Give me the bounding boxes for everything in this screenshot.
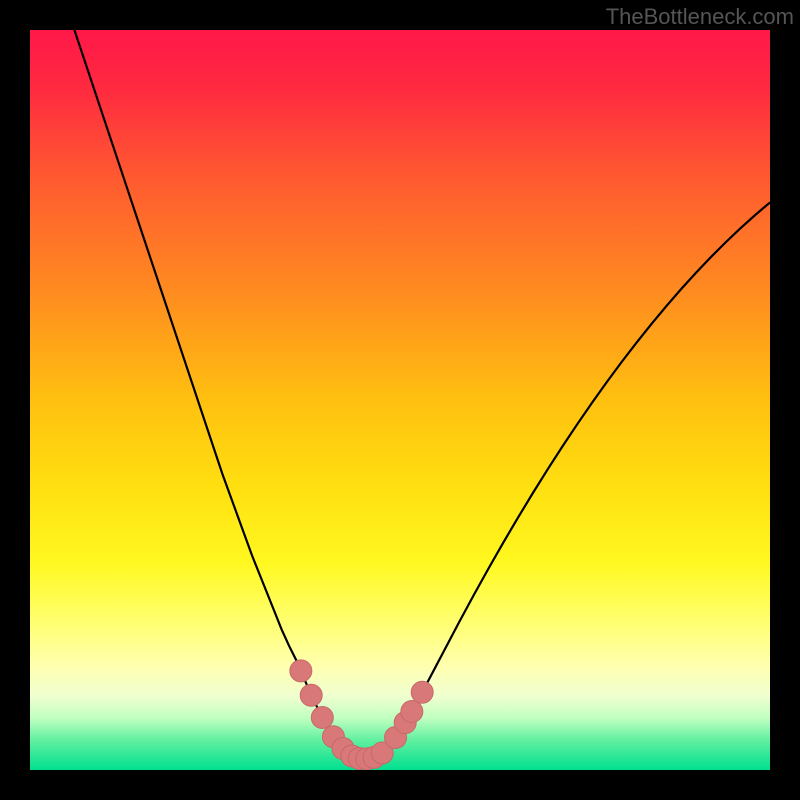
curve-marker: [290, 660, 312, 682]
curve-marker: [311, 706, 333, 728]
curve-markers: [290, 660, 433, 770]
curve-marker: [401, 701, 423, 723]
chart-canvas: [30, 30, 770, 770]
chart-svg: [30, 30, 770, 770]
watermark-text: TheBottleneck.com: [606, 4, 794, 30]
curve-marker: [411, 681, 433, 703]
bottleneck-curve: [74, 30, 770, 759]
curve-marker: [300, 684, 322, 706]
